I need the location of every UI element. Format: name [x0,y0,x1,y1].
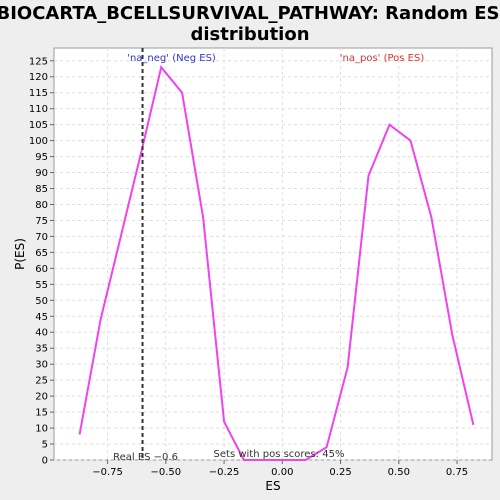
y-tick-label: 40 [35,328,48,339]
y-tick-label: 50 [35,296,48,307]
chart-title-line-1: BIOCARTA_BCELLSURVIVAL_PATHWAY: Random E… [0,3,500,24]
y-tick-label: 65 [35,248,48,259]
grid-lines [54,48,492,461]
x-tick-label: 0.50 [388,467,410,478]
y-tick-label: 125 [29,56,48,67]
x-axis-label: ES [265,479,280,493]
y-tick-label: 95 [35,152,48,163]
y-tick-label: 5 [42,440,48,451]
y-tick-label: 70 [35,232,48,243]
series-line [78,64,475,461]
y-tick-label: 80 [35,200,48,211]
y-axis-ticks: 0 5 10 15 20 25 30 35 40 45 50 55 60 65 70 75 80 85 90 95 10… [29,56,54,467]
x-tick-label: −0.25 [209,467,240,478]
y-axis-label: P(ES) [13,238,27,270]
y-tick-label: 110 [29,104,48,115]
y-tick-label: 25 [35,376,48,387]
y-tick-label: 30 [35,360,48,371]
y-tick-label: 15 [35,408,48,419]
y-tick-label: 35 [35,344,48,355]
y-tick-label: 85 [35,184,48,195]
real-es-label: Real ES −0.6 [113,452,178,463]
annotation-pos-es: 'na_pos' (Pos ES) [340,53,425,64]
plot-area [53,47,493,461]
x-tick-label: 0.75 [446,467,468,478]
chart-title-line-2: distribution [190,24,309,45]
y-tick-label: 105 [29,120,48,131]
y-tick-label: 100 [29,136,48,147]
y-tick-label: 20 [35,392,48,403]
y-tick-label: 10 [35,424,48,435]
y-tick-label: 0 [42,456,48,467]
y-tick-label: 120 [29,72,48,83]
y-tick-label: 55 [35,280,48,291]
y-tick-label: 90 [35,168,48,179]
x-tick-label: 0.25 [329,467,351,478]
x-tick-label: −0.50 [151,467,182,478]
x-axis-ticks: −0.75 −0.50 −0.25 0.00 0.25 0.50 0.75 [92,460,468,478]
y-tick-label: 115 [29,88,48,99]
y-tick-label: 45 [35,312,48,323]
x-tick-label: −0.75 [92,467,123,478]
y-tick-label: 75 [35,216,48,227]
y-tick-label: 60 [35,264,48,275]
annotation-neg-es: 'na_neg' (Neg ES) [127,53,216,64]
x-tick-label: 0.00 [271,467,293,478]
pos-scores-label: Sets with pos scores: 45% [214,449,345,460]
